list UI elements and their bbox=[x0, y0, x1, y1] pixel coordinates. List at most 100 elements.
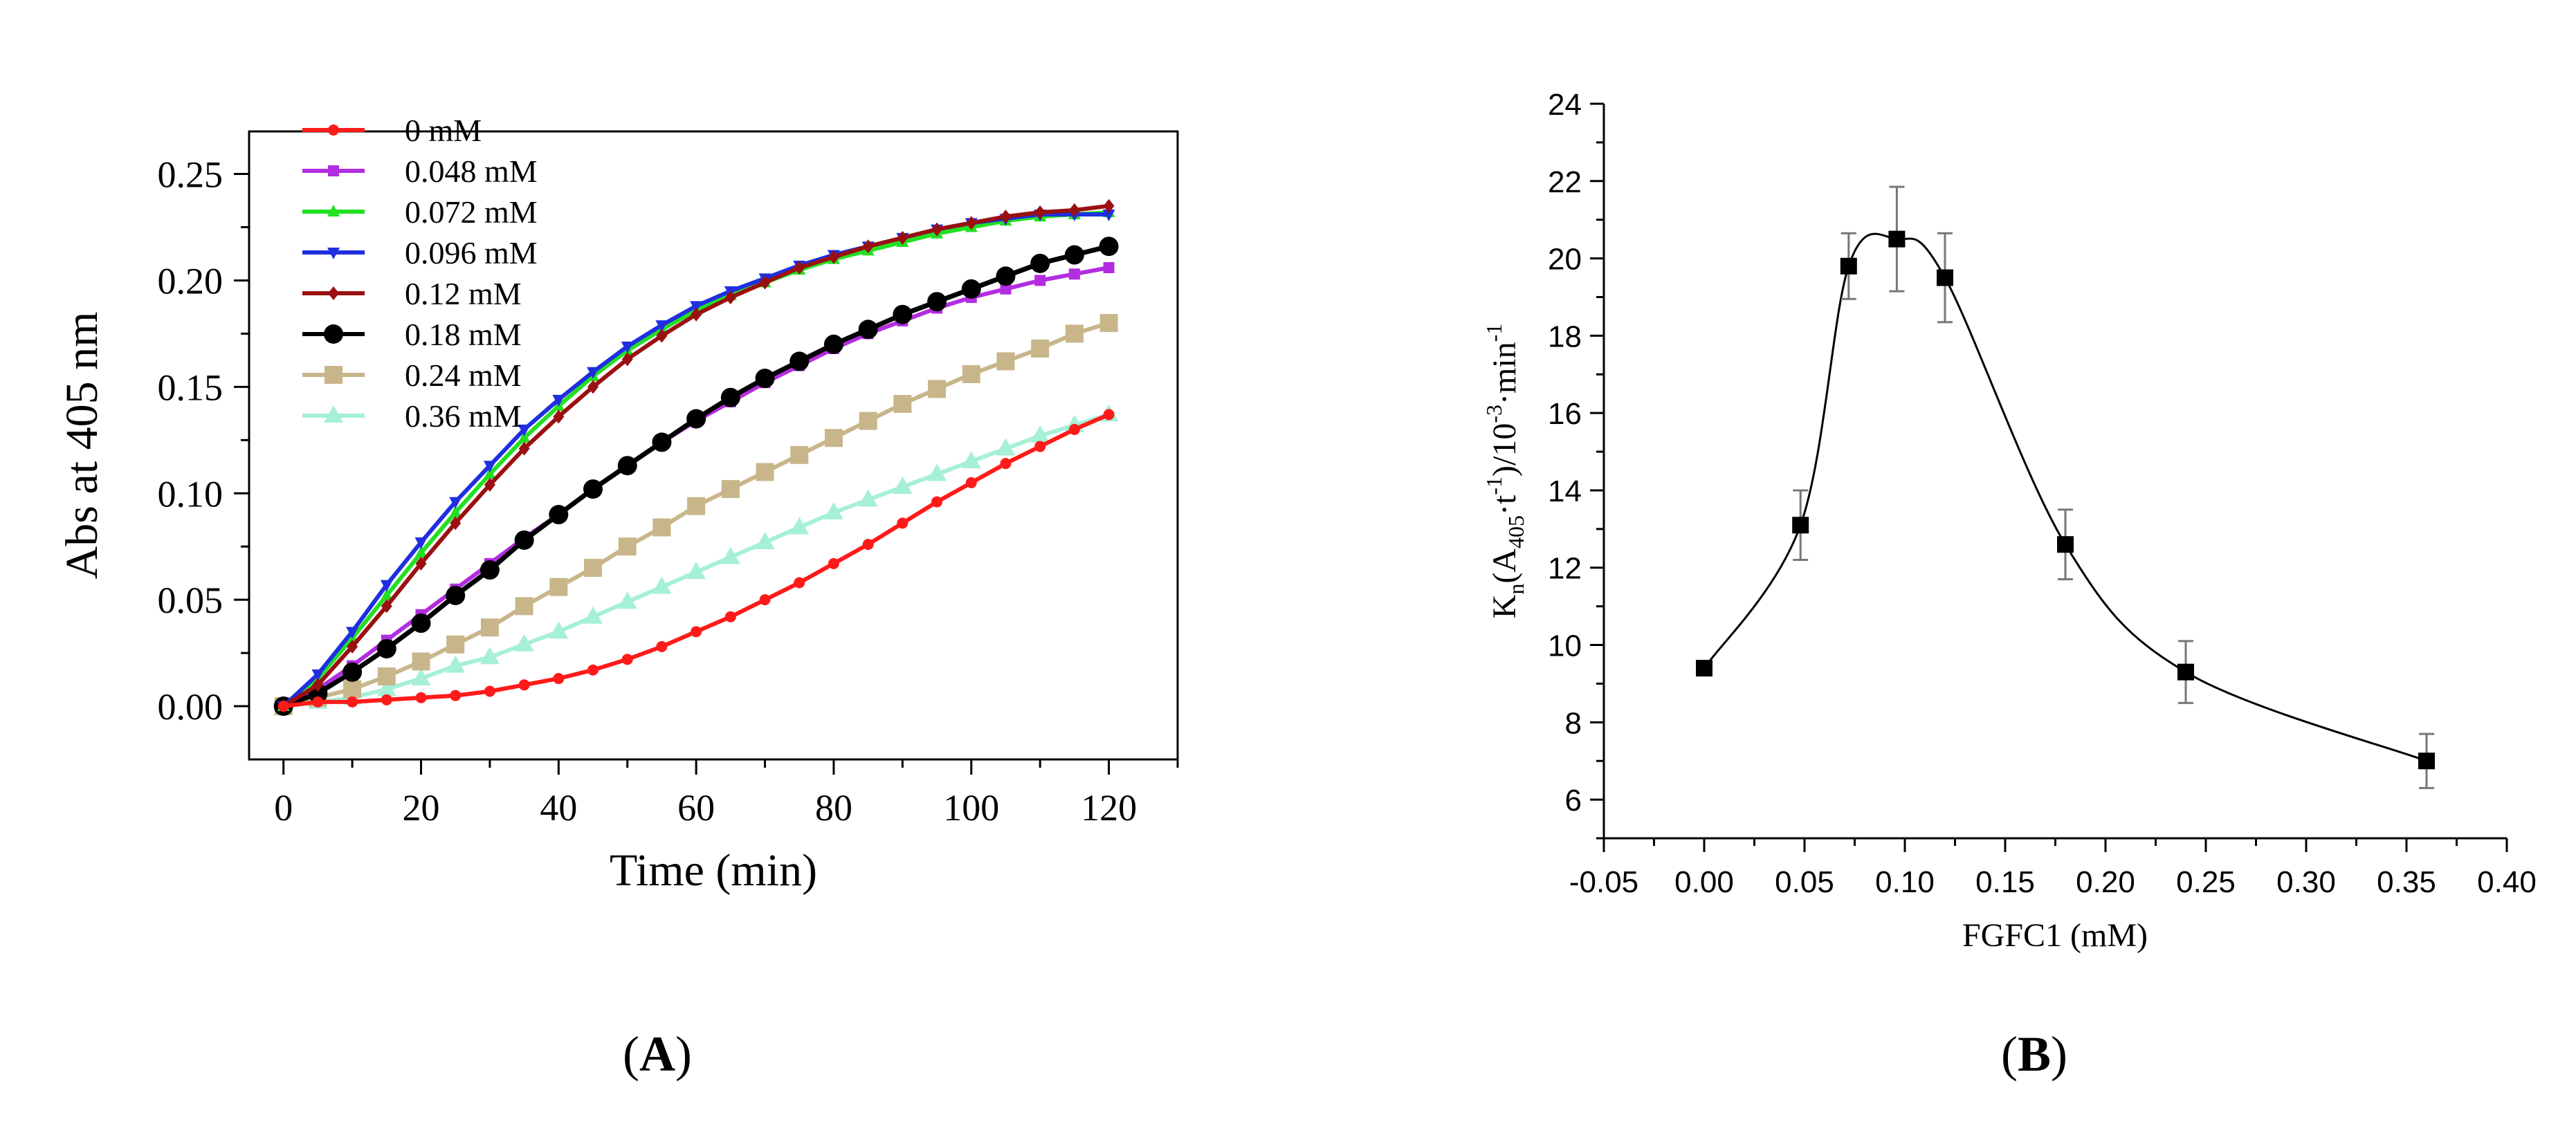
chart-a-data-point bbox=[479, 647, 500, 665]
chart-b-y-tick-label: 12 bbox=[1548, 552, 1582, 586]
chart-a-x-tick-label: 120 bbox=[1081, 787, 1137, 829]
chart-a-legend-label: 0.096 mM bbox=[405, 235, 538, 270]
chart-a-legend-marker bbox=[324, 324, 343, 344]
chart-b-y-axis-label-part: 405 bbox=[1504, 515, 1528, 548]
chart-a-data-point bbox=[484, 477, 495, 492]
chart-a-data-point bbox=[1000, 210, 1012, 224]
chart-b-y-axis-label-part: -1 bbox=[1481, 324, 1506, 342]
chart-a-series-4 bbox=[277, 199, 1115, 714]
chart-a-x-tick-label: 40 bbox=[540, 787, 577, 829]
chart-b-x-tick-label: 0.00 bbox=[1674, 865, 1734, 899]
chart-a-x-tick-label: 0 bbox=[274, 787, 293, 829]
chart-a-data-point bbox=[381, 599, 392, 613]
chart-b-data-point bbox=[1888, 230, 1906, 248]
chart-a-data-point bbox=[893, 477, 913, 495]
chart-b-data-point bbox=[1840, 257, 1857, 275]
chart-a-legend-marker bbox=[327, 205, 340, 216]
chart-a-data-point bbox=[690, 301, 703, 313]
chart-a-data-point bbox=[377, 667, 396, 685]
chart-a-data-point bbox=[587, 367, 600, 379]
chart-b-x-tick-label: -0.05 bbox=[1569, 865, 1638, 899]
chart-a-data-point bbox=[483, 467, 496, 479]
chart-b-y-axis-label-part: -3 bbox=[1481, 405, 1506, 423]
chart-a-data-point bbox=[1034, 441, 1046, 452]
chart-a-data-point bbox=[1068, 203, 1080, 217]
chart-b-x-tick-label: 0.40 bbox=[2477, 865, 2537, 899]
chart-a-data-point bbox=[518, 679, 530, 691]
chart-a-data-point bbox=[1031, 339, 1050, 358]
chart-a-data-point bbox=[549, 578, 568, 596]
chart-a-data-point bbox=[858, 489, 878, 507]
chart-a-data-point bbox=[828, 557, 839, 569]
chart-a-data-point bbox=[312, 696, 324, 708]
chart-a-data-point bbox=[621, 352, 633, 367]
chart-a-data-point bbox=[720, 546, 740, 564]
chart-a-data-point bbox=[514, 530, 534, 550]
chart-a-data-point bbox=[380, 580, 393, 592]
chart-a-data-point bbox=[380, 588, 393, 600]
chart-a-data-point bbox=[824, 429, 843, 447]
chart-a-data-point bbox=[549, 505, 569, 525]
chart-a-data-point bbox=[414, 537, 428, 550]
chart-b-x-tick-label: 0.05 bbox=[1775, 865, 1834, 899]
chart-a-data-point bbox=[480, 618, 499, 637]
chart-a-data-point bbox=[862, 239, 874, 254]
chart-a-x-tick-label: 20 bbox=[403, 787, 440, 829]
chart-a-data-point bbox=[621, 654, 633, 665]
chart-a-data-point bbox=[1068, 268, 1080, 280]
chart-a-data-point bbox=[928, 380, 947, 398]
chart-b-y-tick-label: 8 bbox=[1565, 706, 1582, 740]
chart-a-data-point bbox=[347, 696, 358, 708]
chart-a-data-point bbox=[342, 662, 363, 682]
chart-b-x-tick-label: 0.10 bbox=[1875, 865, 1935, 899]
chart-a-data-point bbox=[552, 394, 565, 407]
chart-a-data-point bbox=[656, 640, 668, 652]
chart-a-data-point bbox=[656, 329, 668, 343]
chart-a-data-point bbox=[789, 351, 810, 371]
chart-a-data-point bbox=[652, 432, 672, 452]
chart-b-data-point bbox=[2177, 663, 2194, 681]
chart-a-data-point bbox=[446, 635, 465, 654]
chart-a-data-point bbox=[962, 364, 980, 383]
chart-a-data-point bbox=[755, 532, 775, 550]
chart-a-data-point bbox=[790, 445, 809, 464]
chart-a-data-point bbox=[347, 639, 358, 654]
chart-a-data-point bbox=[996, 266, 1016, 286]
chart-b-y-tick-label: 10 bbox=[1548, 629, 1582, 663]
chart-a-data-point bbox=[794, 260, 805, 275]
chart-a-data-point bbox=[553, 409, 565, 424]
chart-a-legend-label: 0.36 mM bbox=[405, 398, 522, 434]
chart-b-y-axis-label: Kn(A405·t-1)/10-3·min-1 bbox=[1481, 324, 1528, 619]
chart-a-legend-marker bbox=[325, 366, 342, 384]
chart-a-series-6 bbox=[274, 314, 1118, 716]
chart-a-data-point bbox=[961, 279, 981, 299]
chart-b-y-tick-label: 24 bbox=[1548, 88, 1582, 122]
chart-a-data-point bbox=[893, 304, 913, 324]
chart-a-data-point bbox=[1099, 237, 1119, 257]
chart-a-data-point bbox=[1065, 324, 1084, 343]
chart-a-data-point bbox=[414, 546, 428, 558]
chart-a-data-point bbox=[553, 673, 565, 685]
chart-a-data-point bbox=[446, 585, 466, 605]
chart-a-y-tick-label: 0.25 bbox=[158, 154, 223, 196]
chart-a-data-point bbox=[794, 577, 805, 589]
chart-a-data-point bbox=[311, 669, 325, 681]
chart-a-legend-label: 0.18 mM bbox=[405, 317, 522, 352]
chart-a-data-point bbox=[1068, 423, 1080, 435]
chart-a-data-point bbox=[1034, 275, 1046, 286]
chart-a-data-point bbox=[759, 594, 771, 606]
chart-a-data-point bbox=[415, 692, 427, 703]
chart-a-data-point bbox=[277, 701, 289, 712]
chart-b-data-point bbox=[1792, 517, 1809, 534]
chart-a-data-point bbox=[759, 275, 771, 290]
chart-b-y-axis-label-part: )/10 bbox=[1486, 423, 1523, 477]
chart-a-legend: 0 mM 0.048 mM 0.072 mM 0.096 mM 0.12 mM 0.18 … bbox=[302, 113, 538, 434]
chart-a-data-point bbox=[724, 611, 736, 622]
chart-a-legend-marker bbox=[328, 124, 339, 136]
chart-a-series-0 bbox=[277, 409, 1115, 712]
chart-a-data-point bbox=[686, 562, 706, 580]
chart-a-data-point bbox=[1000, 283, 1012, 295]
chart-a-data-point bbox=[996, 438, 1016, 456]
chart-a-data-point bbox=[755, 369, 775, 389]
chart-a-data-point bbox=[411, 668, 431, 686]
